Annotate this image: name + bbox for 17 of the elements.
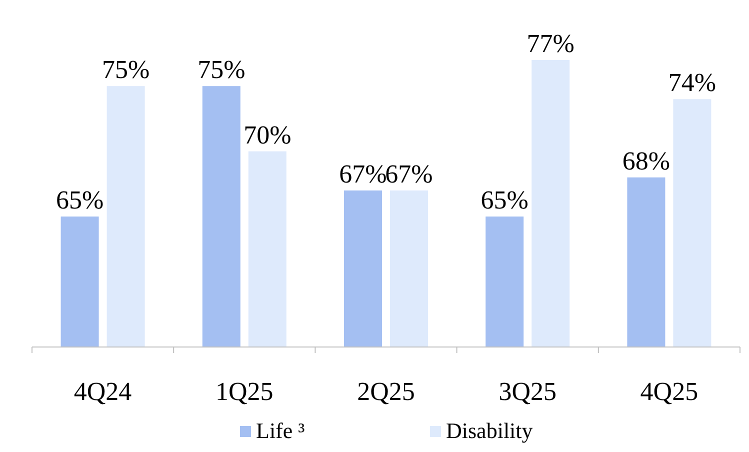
data-label: 75% (102, 55, 150, 84)
data-label: 67% (339, 159, 387, 188)
x-tick-label: 4Q25 (640, 377, 698, 406)
data-label: 65% (56, 186, 104, 215)
data-label: 65% (480, 186, 528, 215)
data-label: 77% (526, 29, 574, 58)
x-tick-label: 3Q25 (498, 377, 556, 406)
data-label: 68% (622, 146, 670, 176)
x-tick-label: 2Q25 (357, 377, 415, 406)
data-label: 74% (668, 68, 716, 98)
data-label: 67% (385, 159, 433, 188)
x-tick-label: 1Q25 (216, 377, 274, 406)
data-label: 75% (198, 55, 246, 84)
x-tick-label: 4Q24 (74, 377, 132, 406)
legend-label: Life ³ (256, 418, 306, 443)
data-label: 70% (244, 120, 292, 150)
legend-label: Disability (446, 418, 533, 443)
